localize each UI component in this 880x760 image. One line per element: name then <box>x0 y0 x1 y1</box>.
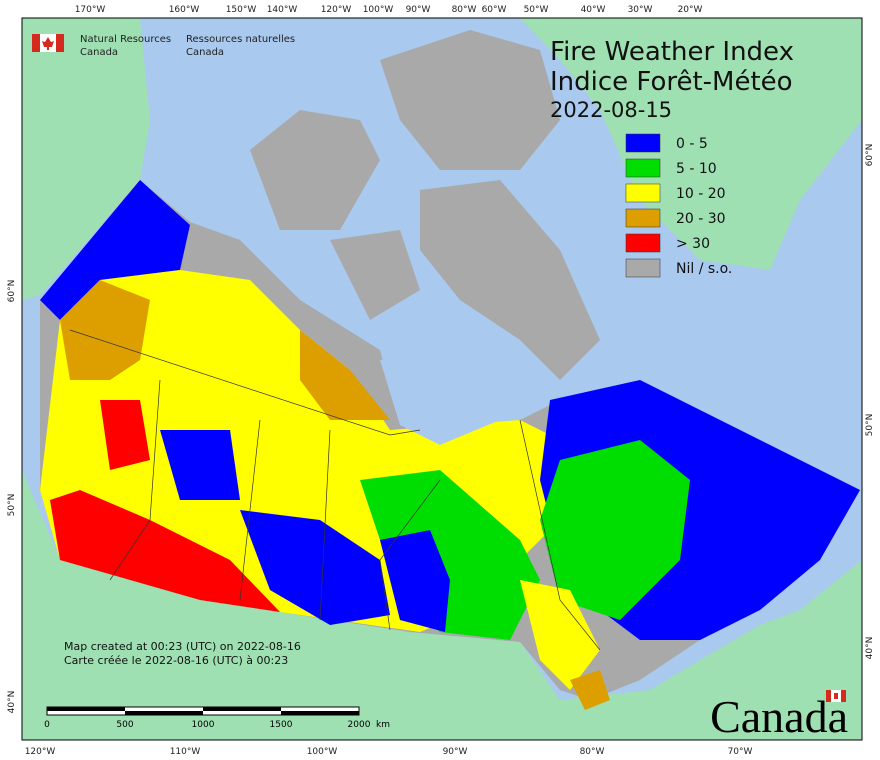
longitude-label: 160°W <box>169 5 200 15</box>
zone-red-sw <box>50 490 280 612</box>
title-fr: Indice Forêt-Météo <box>550 67 793 97</box>
zone-blue-nw <box>40 180 190 320</box>
longitude-label: 140°W <box>267 5 298 15</box>
wordmark: Canada <box>710 691 848 742</box>
scale-seg <box>281 711 359 715</box>
arctic-island <box>250 110 380 230</box>
title-en: Fire Weather Index <box>550 37 794 67</box>
zone-blue-mb <box>240 510 390 625</box>
scale-label: 2000 <box>348 720 371 730</box>
greenland <box>520 18 862 270</box>
legend: 0 - 5 5 - 10 10 - 20 20 - 30 > 30 Nil / s.o. <box>625 133 732 278</box>
scale-label: 1000 <box>192 720 215 730</box>
longitude-label: 30°W <box>628 5 653 15</box>
agency-en: Natural Resources <box>80 34 171 45</box>
usa <box>22 470 862 740</box>
longitude-label: 80°W <box>452 5 477 15</box>
longitude-label: 20°W <box>678 5 703 15</box>
latitude-label: 40°N <box>865 637 875 660</box>
agency-fr: Canada <box>186 47 224 58</box>
alaska <box>22 18 150 300</box>
longitude-label: 40°W <box>581 5 606 15</box>
longitude-label: 170°W <box>75 5 106 15</box>
boundary <box>109 379 161 581</box>
latitude-label: 60°N <box>865 144 875 167</box>
boundary <box>239 419 261 601</box>
note: Carte créée le 2022-08-16 (UTC) à 00:23 <box>64 654 288 667</box>
longitude-label: 60°W <box>482 5 507 15</box>
legend-label: 20 - 30 <box>676 211 726 227</box>
zone-yellow-se <box>520 580 600 690</box>
legend-label: 5 - 10 <box>676 161 717 177</box>
longitude-label: 100°W <box>363 5 394 15</box>
legend-label: 0 - 5 <box>676 136 708 152</box>
scale-seg <box>125 711 203 715</box>
zone-blue-ab <box>160 430 240 500</box>
zone-blue-on <box>380 530 450 632</box>
map-date: 2022-08-15 <box>550 98 672 122</box>
legend-swatch <box>625 183 661 203</box>
wordmark-leaf <box>834 693 838 699</box>
boundary <box>69 329 421 436</box>
latitude-label: 50°N <box>865 414 875 437</box>
scale-label: 500 <box>116 720 133 730</box>
longitude-label: 90°W <box>406 5 431 15</box>
agency-fr: Ressources naturelles <box>186 34 295 45</box>
latitude-label: 60°N <box>7 280 17 303</box>
scale-seg <box>203 707 281 711</box>
map-frame <box>21 17 863 741</box>
legend-label: 10 - 20 <box>676 186 726 202</box>
zone-orange-n <box>300 330 390 420</box>
longitude-label: 120°W <box>25 747 56 757</box>
arctic-island <box>380 30 560 170</box>
hudson-bay <box>380 350 500 445</box>
longitude-label: 50°W <box>524 5 549 15</box>
legend-swatch <box>625 208 661 228</box>
zone-orange-nw <box>60 280 150 380</box>
flag-bar <box>56 34 64 52</box>
maple-leaf <box>42 37 54 50</box>
boundary <box>319 429 331 621</box>
zone-orange-se <box>570 670 610 710</box>
legend-swatch <box>625 258 661 278</box>
boundary <box>379 479 441 631</box>
legend-swatch <box>625 133 661 153</box>
longitude-label: 100°W <box>307 747 338 757</box>
longitude-label: 80°W <box>580 747 605 757</box>
longitude-label: 150°W <box>226 5 257 15</box>
agency-en: Canada <box>80 47 118 58</box>
arctic-island <box>420 180 600 380</box>
legend-label: > 30 <box>676 236 710 252</box>
note: Map created at 00:23 (UTC) on 2022-08-16 <box>64 640 301 653</box>
zone-red-bc <box>100 400 150 470</box>
latitude-label: 40°N <box>7 691 17 714</box>
longitude-label: 70°W <box>728 747 753 757</box>
latitude-label: 50°N <box>7 494 17 517</box>
scale-seg <box>47 707 125 711</box>
legend-swatch <box>625 233 661 253</box>
longitude-label: 90°W <box>443 747 468 757</box>
boundary <box>519 419 601 651</box>
longitude-label: 110°W <box>170 747 201 757</box>
scale-label: 1500 <box>270 720 293 730</box>
graticule-labels: 170°W 160°W 150°W 140°W 120°W 100°W 90°W 80°W 60… <box>7 5 875 757</box>
longitude-label: 120°W <box>321 5 352 15</box>
arctic-island <box>330 230 420 320</box>
legend-label: Nil / s.o. <box>676 261 732 277</box>
scale-unit: km <box>376 720 390 730</box>
zone-green-qc <box>540 440 690 620</box>
scale-label: 0 <box>44 720 50 730</box>
legend-swatch <box>625 158 661 178</box>
flag-bar <box>32 34 40 52</box>
